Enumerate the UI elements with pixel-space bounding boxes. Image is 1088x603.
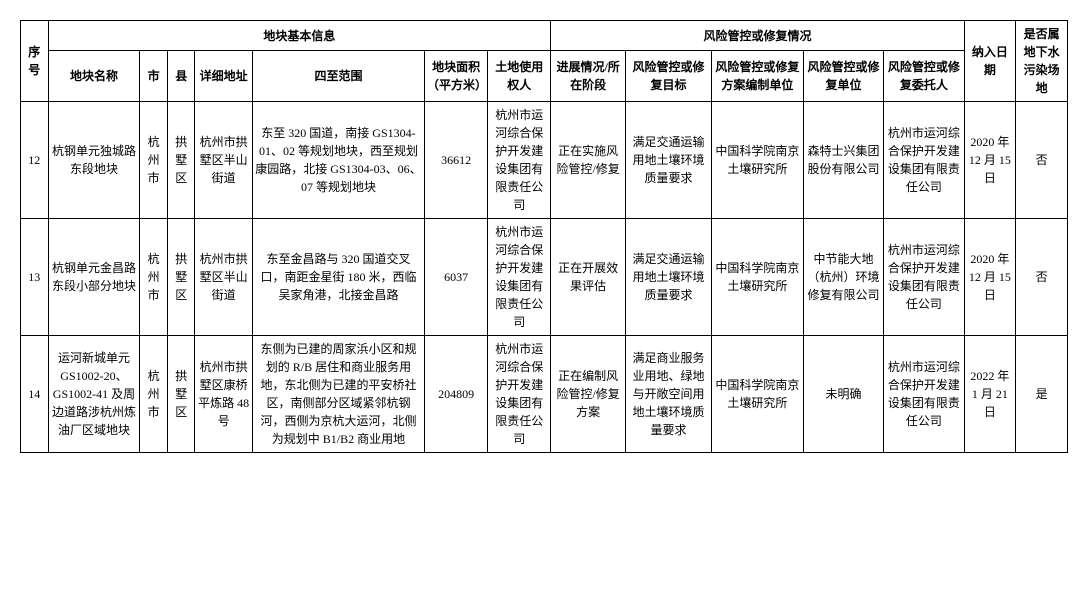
cell-owner: 杭州市运河综合保护开发建设集团有限责任公司 [884, 336, 964, 453]
cell-city: 杭州市 [140, 219, 168, 336]
header-gw: 是否属地下水污染场地 [1016, 21, 1068, 102]
cell-fix_unit: 未明确 [803, 336, 883, 453]
cell-name: 杭钢单元独城路东段地块 [48, 102, 140, 219]
header-fix-unit: 风险管控或修复单位 [803, 51, 883, 102]
cell-area: 36612 [425, 102, 488, 219]
header-basic-info: 地块基本信息 [48, 21, 551, 51]
header-county: 县 [167, 51, 195, 102]
cell-gw: 是 [1016, 336, 1068, 453]
cell-user: 杭州市运河综合保护开发建设集团有限责任公司 [488, 336, 551, 453]
cell-gw: 否 [1016, 102, 1068, 219]
cell-goal: 满足商业服务业用地、绿地与开敞空间用地土壤环境质量要求 [625, 336, 711, 453]
cell-area: 204809 [425, 336, 488, 453]
header-owner: 风险管控或修复委托人 [884, 51, 964, 102]
cell-stage: 正在开展效果评估 [551, 219, 626, 336]
cell-addr: 杭州市拱墅区半山街道 [195, 102, 252, 219]
cell-county: 拱墅区 [167, 336, 195, 453]
cell-owner: 杭州市运河综合保护开发建设集团有限责任公司 [884, 102, 964, 219]
header-user: 土地使用权人 [488, 51, 551, 102]
cell-scope: 东至 320 国道，南接 GS1304-01、02 等规划地块，西至规划康园路，… [252, 102, 424, 219]
cell-goal: 满足交通运输用地土壤环境质量要求 [625, 219, 711, 336]
header-city: 市 [140, 51, 168, 102]
cell-county: 拱墅区 [167, 219, 195, 336]
header-date: 纳入日期 [964, 21, 1016, 102]
cell-user: 杭州市运河综合保护开发建设集团有限责任公司 [488, 102, 551, 219]
cell-scope: 东侧为已建的周家浜小区和规划的 R/B 居住和商业服务用地，东北侧为已建的平安桥… [252, 336, 424, 453]
cell-fix_unit: 森特士兴集团股份有限公司 [803, 102, 883, 219]
cell-name: 杭钢单元金昌路东段小部分地块 [48, 219, 140, 336]
header-name: 地块名称 [48, 51, 140, 102]
cell-city: 杭州市 [140, 336, 168, 453]
cell-stage: 正在实施风险管控/修复 [551, 102, 626, 219]
land-parcel-table: 序号 地块基本信息 风险管控或修复情况 纳入日期 是否属地下水污染场地 地块名称… [20, 20, 1068, 453]
table-row: 12杭钢单元独城路东段地块杭州市拱墅区杭州市拱墅区半山街道东至 320 国道，南… [21, 102, 1068, 219]
cell-gw: 否 [1016, 219, 1068, 336]
cell-name: 运河新城单元 GS1002-20、GS1002-41 及周边道路涉杭州炼油厂区域… [48, 336, 140, 453]
header-stage: 进展情况/所在阶段 [551, 51, 626, 102]
header-risk-info: 风险管控或修复情况 [551, 21, 964, 51]
cell-seq: 14 [21, 336, 49, 453]
header-plan-unit: 风险管控或修复方案编制单位 [712, 51, 804, 102]
cell-owner: 杭州市运河综合保护开发建设集团有限责任公司 [884, 219, 964, 336]
table-body: 12杭钢单元独城路东段地块杭州市拱墅区杭州市拱墅区半山街道东至 320 国道，南… [21, 102, 1068, 453]
cell-date: 2022 年 1 月 21 日 [964, 336, 1016, 453]
table-row: 14运河新城单元 GS1002-20、GS1002-41 及周边道路涉杭州炼油厂… [21, 336, 1068, 453]
header-scope: 四至范围 [252, 51, 424, 102]
header-addr: 详细地址 [195, 51, 252, 102]
cell-user: 杭州市运河综合保护开发建设集团有限责任公司 [488, 219, 551, 336]
cell-fix_unit: 中节能大地（杭州）环境修复有限公司 [803, 219, 883, 336]
cell-plan_unit: 中国科学院南京土壤研究所 [712, 336, 804, 453]
table-header: 序号 地块基本信息 风险管控或修复情况 纳入日期 是否属地下水污染场地 地块名称… [21, 21, 1068, 102]
cell-plan_unit: 中国科学院南京土壤研究所 [712, 102, 804, 219]
cell-plan_unit: 中国科学院南京土壤研究所 [712, 219, 804, 336]
header-seq: 序号 [21, 21, 49, 102]
cell-goal: 满足交通运输用地土壤环境质量要求 [625, 102, 711, 219]
header-goal: 风险管控或修复目标 [625, 51, 711, 102]
cell-seq: 13 [21, 219, 49, 336]
cell-county: 拱墅区 [167, 102, 195, 219]
cell-date: 2020 年 12 月 15 日 [964, 219, 1016, 336]
cell-stage: 正在编制风险管控/修复方案 [551, 336, 626, 453]
cell-city: 杭州市 [140, 102, 168, 219]
table-row: 13杭钢单元金昌路东段小部分地块杭州市拱墅区杭州市拱墅区半山街道东至金昌路与 3… [21, 219, 1068, 336]
cell-date: 2020 年 12 月 15 日 [964, 102, 1016, 219]
cell-addr: 杭州市拱墅区半山街道 [195, 219, 252, 336]
header-area: 地块面积（平方米） [425, 51, 488, 102]
cell-area: 6037 [425, 219, 488, 336]
cell-scope: 东至金昌路与 320 国道交叉口，南距金星街 180 米，西临吴家角港，北接金昌… [252, 219, 424, 336]
cell-seq: 12 [21, 102, 49, 219]
cell-addr: 杭州市拱墅区康桥平炼路 48 号 [195, 336, 252, 453]
